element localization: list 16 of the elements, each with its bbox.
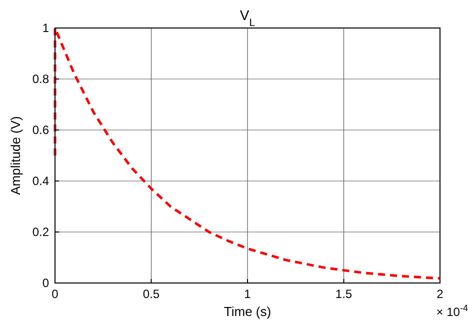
x-axis-title: Time (s) xyxy=(224,304,272,319)
x-tick-label: 1 xyxy=(244,287,252,301)
x-tick-label: 2 xyxy=(436,287,444,301)
text: × 10$^{-4}$ xyxy=(436,303,468,319)
y-tick-label: 1 xyxy=(42,21,50,35)
x-tick-label: 0.5 xyxy=(142,287,160,301)
y-tick-label: 0 xyxy=(42,276,50,290)
line-series xyxy=(54,26,442,280)
y-tick-label: 0.4 xyxy=(32,174,50,188)
x-tick-label: 0 xyxy=(52,287,59,301)
chart-title: V$_{L}$ xyxy=(240,7,256,29)
x-tick-label: 1.5 xyxy=(335,287,352,301)
y-tick-label: 0.2 xyxy=(32,225,50,239)
y-tick-label: 0.6 xyxy=(32,123,50,137)
y-axis-title: Amplitude (V) xyxy=(8,116,23,195)
y-tick-label: 0.8 xyxy=(32,72,50,86)
